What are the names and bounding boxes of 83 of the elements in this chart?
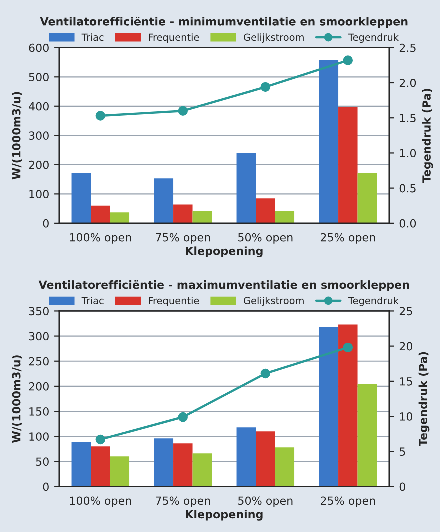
y-tick-label: 100 [30,190,49,199]
bar [256,432,276,487]
y2-tick-label: 2.5 [400,44,416,52]
y-tick-label: 300 [29,132,49,140]
point [96,434,106,445]
bar [358,173,378,224]
bar [192,211,212,224]
x-tick-label: 100% open [70,233,132,244]
chart-title: Ventilatorefficiëntie - maximumventilatie en smoorkleppen [38,280,410,292]
legend-label: Frequentie [149,296,200,306]
y-axis-title: W/(1000m3/u) [12,356,22,444]
bar [275,211,295,224]
y2-tick-label: 0.0 [400,219,416,228]
y-tick-label: 400 [29,102,49,111]
y2-tick-label: 25 [400,307,412,316]
y-tick-label: 0 [43,219,49,228]
legend-label: Triac [82,296,104,304]
x-tick-label: 50% open [238,233,293,244]
legend-label: Gelijkstroom [244,296,304,306]
x-tick-label: 25% open [320,233,376,244]
bar [174,204,193,224]
bar [154,178,174,224]
bar [192,454,212,487]
legend-label: Tegendruk [348,296,400,306]
y2-axis-title: Tegendruk (Pa) [422,89,434,184]
bar [91,206,110,224]
bar [154,438,174,487]
x-tick-label: 75% open [156,496,210,508]
legend-label: Frequentie [149,34,200,44]
x-tick-label: 75% open [156,233,210,244]
point [260,82,271,92]
bar [256,198,276,224]
bar [358,384,378,487]
y-tick-label: 0 [43,482,49,492]
legend-label: Gelijkstroom [244,34,304,44]
x-tick-label: 100% open [70,496,132,508]
bar [319,60,339,224]
y-tick-label: 500 [29,73,49,82]
point [343,342,354,353]
y-axis-title: W/(1000m3/u) [12,92,22,180]
y-tick-label: 600 [29,44,49,52]
bar [72,442,92,487]
y-tick-label: 300 [29,332,49,341]
bar [174,444,193,487]
y-tick-label: 200 [29,382,49,391]
point [343,56,354,66]
legend-label: Triac [82,34,104,42]
chart-title: Ventilatorefficiëntie - minimumventilatie en smoorkleppen [40,17,408,28]
y2-tick-label: 15 [400,378,412,386]
bar [236,428,256,487]
bar [338,324,358,487]
y-tick-label: 100 [30,432,49,441]
y-tick-label: 150 [30,408,49,416]
x-tick-label: 25% open [320,496,376,508]
bar [91,446,110,487]
y2-tick-label: 1.5 [400,114,416,122]
y2-tick-label: 10 [400,412,413,421]
x-tick-label: 50% open [238,496,293,508]
bar [236,153,256,224]
bar [110,456,130,487]
bar [110,212,130,224]
point [96,111,106,121]
y2-tick-label: 5 [400,448,406,456]
x-axis-title: Klepopening [186,510,263,521]
y2-tick-label: 1.0 [400,149,416,158]
bar [319,327,339,487]
bar [275,448,295,487]
bar [72,173,92,224]
point [178,106,188,116]
y-tick-label: 350 [29,307,49,316]
point [178,412,188,422]
y-tick-label: 250 [29,357,49,366]
x-axis-title: Klepopening [186,246,263,258]
y2-tick-label: 2.0 [400,78,416,88]
y-tick-label: 200 [29,160,49,170]
y2-tick-label: 20 [400,342,413,351]
legend-label: Tegendruk [348,34,400,44]
y2-axis-title: Tegendruk (Pa) [418,352,430,447]
y-tick-label: 50 [36,458,49,466]
y2-tick-label: 0.5 [400,184,416,193]
bar [338,107,358,224]
point [260,368,271,379]
y2-tick-label: 0 [400,482,406,492]
